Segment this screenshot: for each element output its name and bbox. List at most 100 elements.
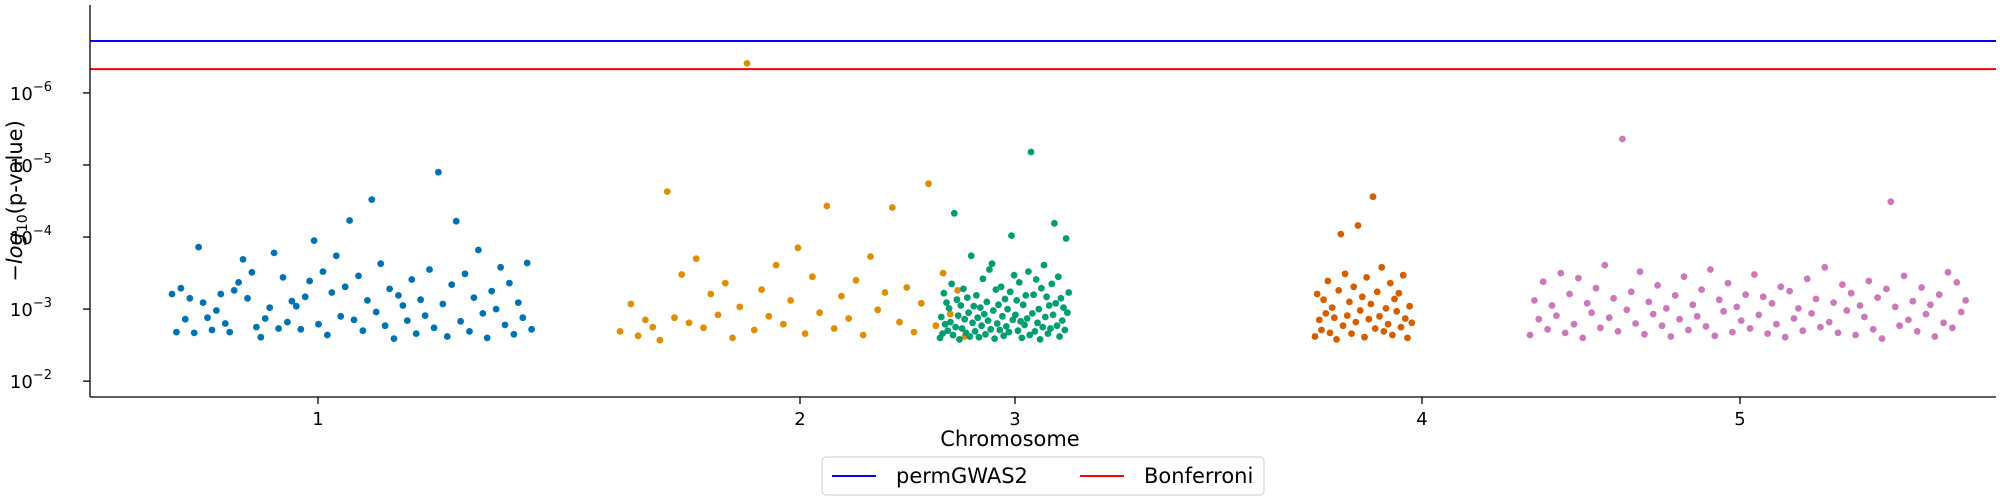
data-point-chr3 — [1036, 336, 1044, 343]
data-point-chr1 — [337, 312, 345, 320]
data-point-chr1 — [466, 328, 473, 335]
data-point-chr5 — [1715, 296, 1723, 304]
data-point-chr5 — [1913, 328, 1921, 335]
data-point-chr1 — [226, 328, 234, 336]
legend-frame — [821, 456, 1265, 496]
data-point-chr3 — [974, 314, 982, 322]
data-point-chr4 — [1391, 295, 1398, 303]
data-point-chr1 — [390, 335, 398, 342]
data-point-chr1 — [386, 285, 393, 293]
data-point-chr2 — [903, 284, 911, 291]
data-point-chr2 — [801, 330, 809, 337]
data-point-chr1 — [213, 307, 220, 314]
data-point-chr5 — [1847, 289, 1855, 297]
data-point-chr1 — [501, 321, 509, 329]
data-point-chr3 — [1004, 305, 1011, 313]
data-point-chr4 — [1406, 302, 1413, 310]
data-point-chr1 — [443, 333, 451, 340]
data-point-chr5 — [1865, 277, 1873, 285]
data-point-chr4 — [1328, 304, 1336, 311]
data-point-chr3 — [995, 301, 1002, 309]
data-point-chr3 — [1052, 299, 1060, 307]
data-point-chr2 — [671, 314, 678, 322]
data-point-chr4 — [1337, 230, 1345, 238]
data-point-chr5 — [1579, 334, 1587, 342]
data-point-chr3 — [1031, 328, 1039, 335]
data-point-chr4 — [1341, 270, 1349, 278]
data-point-chr3 — [1043, 293, 1050, 301]
data-point-chr5 — [1922, 310, 1930, 318]
data-point-chr5 — [1570, 320, 1578, 328]
data-point-chr3 — [937, 313, 945, 321]
data-point-chr1 — [492, 305, 500, 313]
y-tick-label: 10−2 — [10, 368, 52, 393]
data-point-chr1 — [408, 276, 416, 283]
data-point-chr5 — [1649, 310, 1657, 318]
data-point-chr2 — [642, 316, 649, 324]
data-point-chr2 — [874, 306, 882, 314]
data-point-chr5 — [1759, 293, 1767, 301]
data-point-chr5 — [1962, 297, 1969, 304]
data-point-chr1 — [244, 294, 251, 302]
data-point-chr1 — [328, 289, 336, 296]
data-point-chr5 — [1614, 328, 1622, 335]
data-point-chr3 — [947, 318, 954, 326]
data-point-chr1 — [421, 312, 429, 319]
data-point-chr3 — [987, 325, 995, 333]
data-point-chr3 — [1028, 310, 1036, 317]
data-point-chr2 — [729, 334, 736, 342]
data-point-chr1 — [261, 315, 269, 322]
data-point-chr5 — [1636, 268, 1644, 275]
data-point-chr5 — [1803, 275, 1811, 283]
data-point-chr3 — [1058, 317, 1066, 324]
data-point-chr4 — [1384, 320, 1392, 328]
data-point-chr5 — [1619, 135, 1626, 143]
data-point-chr3 — [948, 280, 956, 288]
data-point-chr5 — [1575, 274, 1582, 282]
data-point-chr3 — [988, 260, 996, 268]
data-point-chr3 — [1027, 148, 1035, 156]
data-point-chr5 — [1720, 307, 1727, 315]
y-tick-label: 10−6 — [10, 80, 52, 105]
data-point-chr2 — [946, 310, 954, 318]
data-point-chr5 — [1927, 301, 1934, 309]
data-point-chr3 — [1014, 327, 1022, 335]
data-point-chr5 — [1817, 323, 1824, 331]
data-point-chr1 — [279, 274, 287, 281]
data-point-chr1 — [457, 317, 464, 325]
data-point-chr3 — [1030, 291, 1037, 299]
data-point-chr3 — [939, 330, 946, 337]
data-point-chr5 — [1605, 314, 1613, 322]
data-point-chr5 — [1544, 325, 1551, 333]
data-point-chr3 — [1018, 334, 1026, 342]
data-point-chr3 — [1061, 326, 1069, 334]
data-point-chr3 — [1048, 280, 1056, 288]
data-point-chr4 — [1358, 293, 1366, 301]
data-point-chr1 — [253, 323, 260, 331]
data-point-chr1 — [430, 324, 438, 332]
data-point-chr4 — [1330, 314, 1338, 322]
data-point-chr3 — [1057, 294, 1065, 302]
data-point-chr3 — [961, 315, 969, 323]
data-point-chr1 — [190, 329, 198, 337]
x-tick-label: 3 — [1009, 409, 1020, 430]
data-point-chr1 — [332, 252, 340, 260]
data-point-chr1 — [173, 328, 180, 336]
data-point-chr1 — [483, 334, 491, 342]
data-point-chr1 — [528, 325, 535, 333]
data-point-chr5 — [1777, 283, 1785, 291]
data-point-chr5 — [1799, 327, 1807, 335]
data-point-chr4 — [1320, 296, 1327, 304]
data-point-chr3 — [1022, 292, 1030, 299]
data-point-chr3 — [983, 298, 991, 306]
data-point-chr3 — [986, 266, 993, 273]
data-point-chr3 — [1051, 219, 1058, 227]
data-point-chr5 — [1561, 329, 1569, 337]
data-point-chr5 — [1535, 315, 1543, 323]
data-point-chr4 — [1322, 310, 1330, 317]
data-point-chr5 — [1724, 279, 1732, 287]
data-point-chr1 — [412, 330, 420, 337]
data-point-chr4 — [1365, 315, 1373, 323]
data-point-chr5 — [1566, 290, 1573, 298]
